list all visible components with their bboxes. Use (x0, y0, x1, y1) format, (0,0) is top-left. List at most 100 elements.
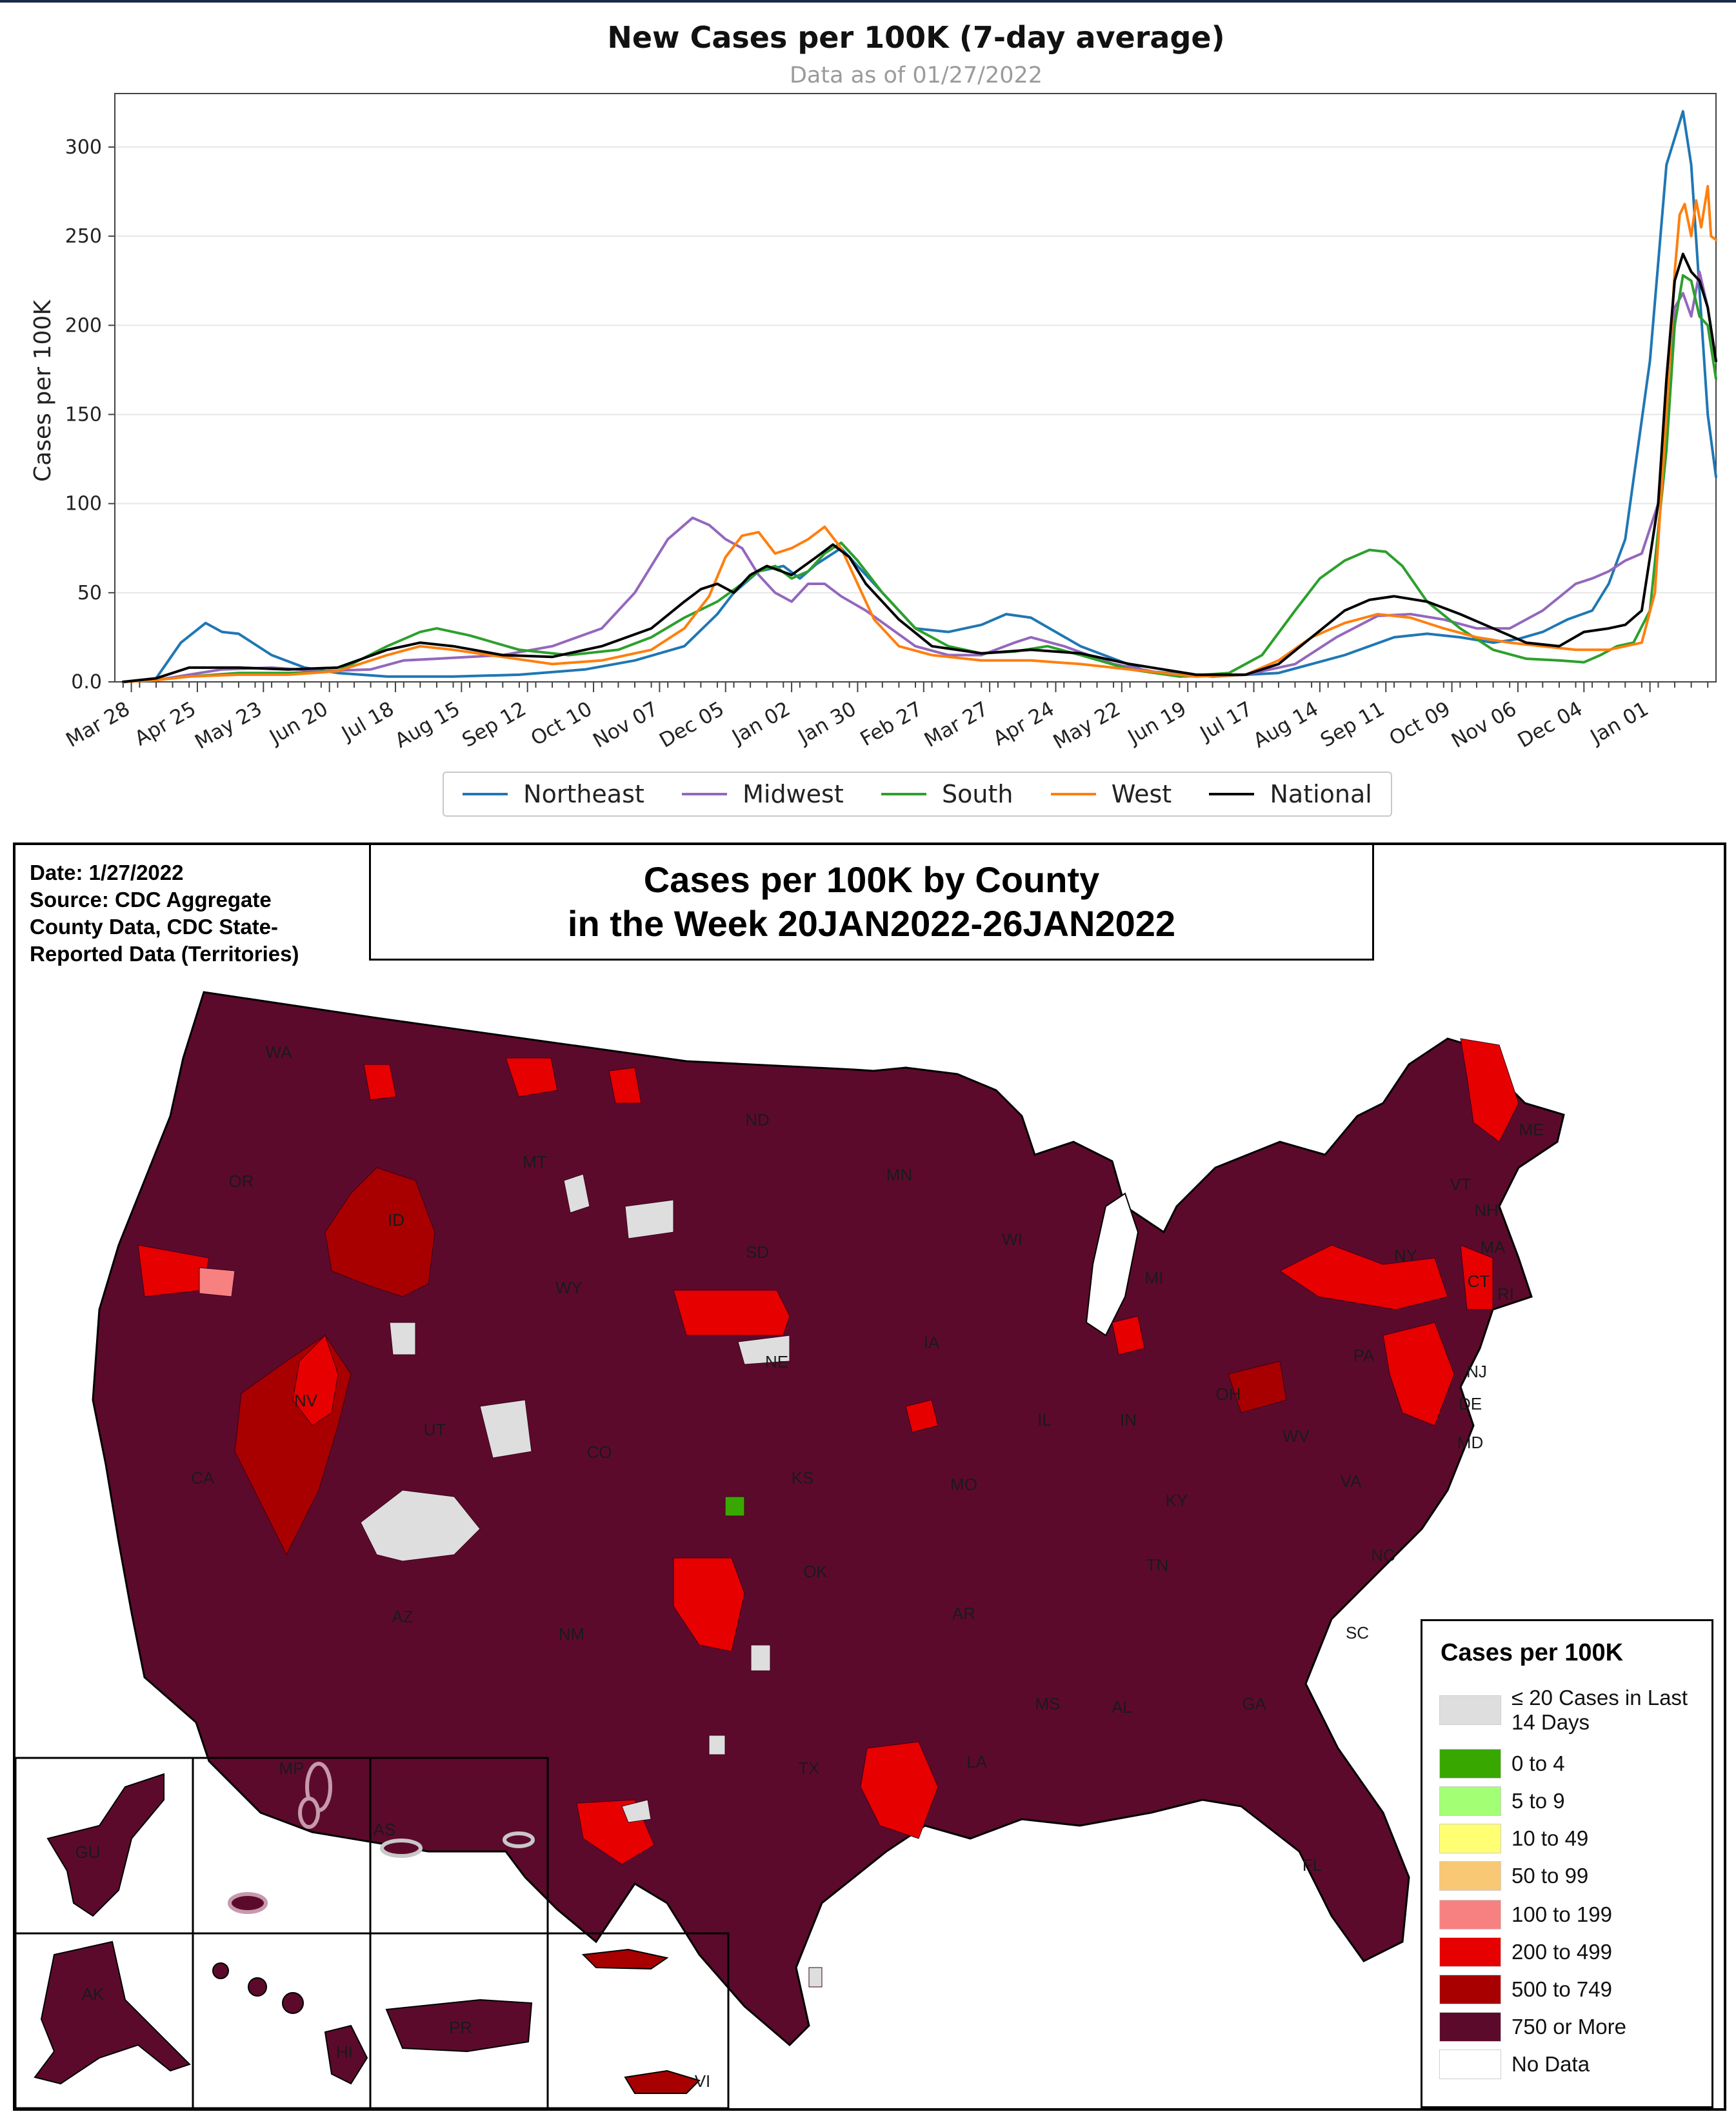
x-tick-label: Jun 19 (1123, 697, 1190, 750)
county-patch (737, 1335, 790, 1365)
x-tick-label: Apr 25 (131, 697, 200, 751)
as-island-2 (503, 1831, 535, 1848)
state-label: MN (886, 1165, 912, 1184)
x-tick-label: Mar 27 (921, 697, 992, 752)
x-tick-label: Jul 18 (337, 697, 398, 746)
inset-hi-box (192, 1932, 372, 2108)
vi-island-2 (624, 2069, 701, 2094)
map-legend-swatch (1439, 1695, 1501, 1725)
state-label: CA (191, 1468, 215, 1488)
county-patch (1112, 1315, 1145, 1355)
map-legend-item: 100 to 199 (1439, 1900, 1711, 1930)
map-legend-label: 5 to 9 (1512, 1789, 1565, 1813)
state-label: ME (1519, 1120, 1544, 1139)
line-chart: New Cases per 100K (7-day average) Data … (30, 20, 1717, 754)
legend-line (1209, 793, 1255, 795)
hawaii-island-2 (248, 1977, 267, 1997)
county-patch (608, 1067, 642, 1104)
state-label: OK (803, 1562, 828, 1581)
chart-gridlines (115, 146, 1716, 593)
map-legend-label: 500 to 749 (1512, 1977, 1612, 2001)
state-label: NC (1371, 1546, 1395, 1565)
county-patch (1460, 1244, 1493, 1310)
state-label: NE (765, 1352, 788, 1371)
state-label: NV (294, 1391, 318, 1410)
legend-label: South (942, 780, 1013, 808)
map-title-line-2: in the Week 20JAN2022-26JAN2022 (567, 903, 1176, 944)
map-title-line-1: Cases per 100K by County (643, 859, 1100, 900)
map-title-box: Cases per 100K by County in the Week 20J… (369, 845, 1374, 961)
vi-island-1 (581, 1948, 669, 1970)
state-label: CO (587, 1442, 612, 1462)
x-tick-label: Jan 01 (1586, 697, 1653, 750)
hawaii-island-3 (282, 1992, 304, 2014)
legend-label: National (1270, 780, 1372, 808)
state-label: WA (266, 1042, 293, 1062)
y-axis: 0.0 50 100 150 200 250 300 (65, 136, 115, 693)
state-label: TN (1146, 1555, 1169, 1575)
county-patch (505, 1057, 558, 1097)
county-patch (860, 1741, 939, 1839)
state-label: RI (1497, 1284, 1514, 1304)
inset-labels: GU MP AS AK HI PR VI (75, 1759, 711, 2091)
y-tick-label: 250 (65, 225, 102, 248)
legend-item-national: National (1209, 780, 1372, 808)
state-label: KS (792, 1468, 814, 1488)
map-legend-swatch (1439, 1937, 1501, 1967)
state-label: OR (229, 1172, 254, 1191)
y-axis-label: Cases per 100K (30, 299, 56, 482)
series-line-west (121, 184, 1717, 683)
y-tick-label: 100 (65, 493, 102, 515)
guam-shape (46, 1773, 165, 1917)
x-tick-label: Oct 09 (1385, 697, 1454, 751)
state-label: IL (1037, 1410, 1052, 1430)
as-island-1 (380, 1839, 423, 1858)
y-tick-label: 150 (65, 403, 102, 426)
x-tick-label: Aug 15 (391, 697, 464, 753)
county-patch (1279, 1244, 1448, 1310)
y-tick-label: 0.0 (71, 671, 102, 693)
plot-area (114, 93, 1717, 683)
series-line-midwest (121, 270, 1717, 683)
state-label: WY (555, 1278, 583, 1297)
territory-shapes (34, 1762, 701, 2094)
state-label: AZ (392, 1607, 413, 1626)
map-legend-item: No Data (1439, 2049, 1711, 2079)
legend-item-west: West (1050, 780, 1172, 808)
x-tick-label: Oct 10 (527, 697, 596, 751)
chart-legend: Northeast Midwest South West National (443, 772, 1392, 817)
county-patch (621, 1799, 652, 1823)
state-label: FL (1302, 1855, 1322, 1875)
map-legend-swatch (1439, 1824, 1501, 1853)
inset-label: GU (75, 1842, 101, 1862)
map-legend-swatch (1439, 2049, 1501, 2079)
state-label: GA (1242, 1694, 1266, 1713)
county-highlights (137, 1038, 1519, 1988)
legend-label: Northeast (523, 780, 644, 808)
state-label: MD (1457, 1433, 1483, 1452)
x-tick-label: Sep 12 (458, 697, 530, 752)
county-patch (1228, 1361, 1287, 1413)
map-legend-swatch (1439, 1786, 1501, 1816)
legend-item-midwest: Midwest (682, 780, 844, 808)
state-label: PA (1353, 1346, 1375, 1365)
inset-vi-box (546, 1932, 730, 2108)
map-legend-label: ≤ 20 Cases in Last 14 Days (1512, 1686, 1688, 1734)
state-label: MT (523, 1152, 547, 1172)
x-tick-label: Mar 28 (62, 697, 134, 752)
map-legend-item: ≤ 20 Cases in Last 14 Days (1439, 1686, 1711, 1735)
legend-label: Midwest (743, 780, 844, 808)
puerto-rico-shape (385, 1999, 533, 2053)
alaska-shape (34, 1940, 191, 2085)
state-label: MO (950, 1475, 977, 1494)
county-patch (724, 1496, 745, 1517)
state-label: CT (1468, 1271, 1490, 1291)
map-legend-item: 750 or More (1439, 2012, 1711, 2042)
legend-label: West (1111, 780, 1172, 808)
legend-item-northeast: Northeast (463, 780, 644, 808)
map-legend-item: 50 to 99 (1439, 1861, 1711, 1891)
legend-line (881, 793, 927, 795)
territory-insets (15, 1757, 730, 2108)
county-map: WA OR CA ID NV MT WY UT AZ CO NM ND SD NE KS OK TX MN IA MO… (15, 991, 1565, 2108)
